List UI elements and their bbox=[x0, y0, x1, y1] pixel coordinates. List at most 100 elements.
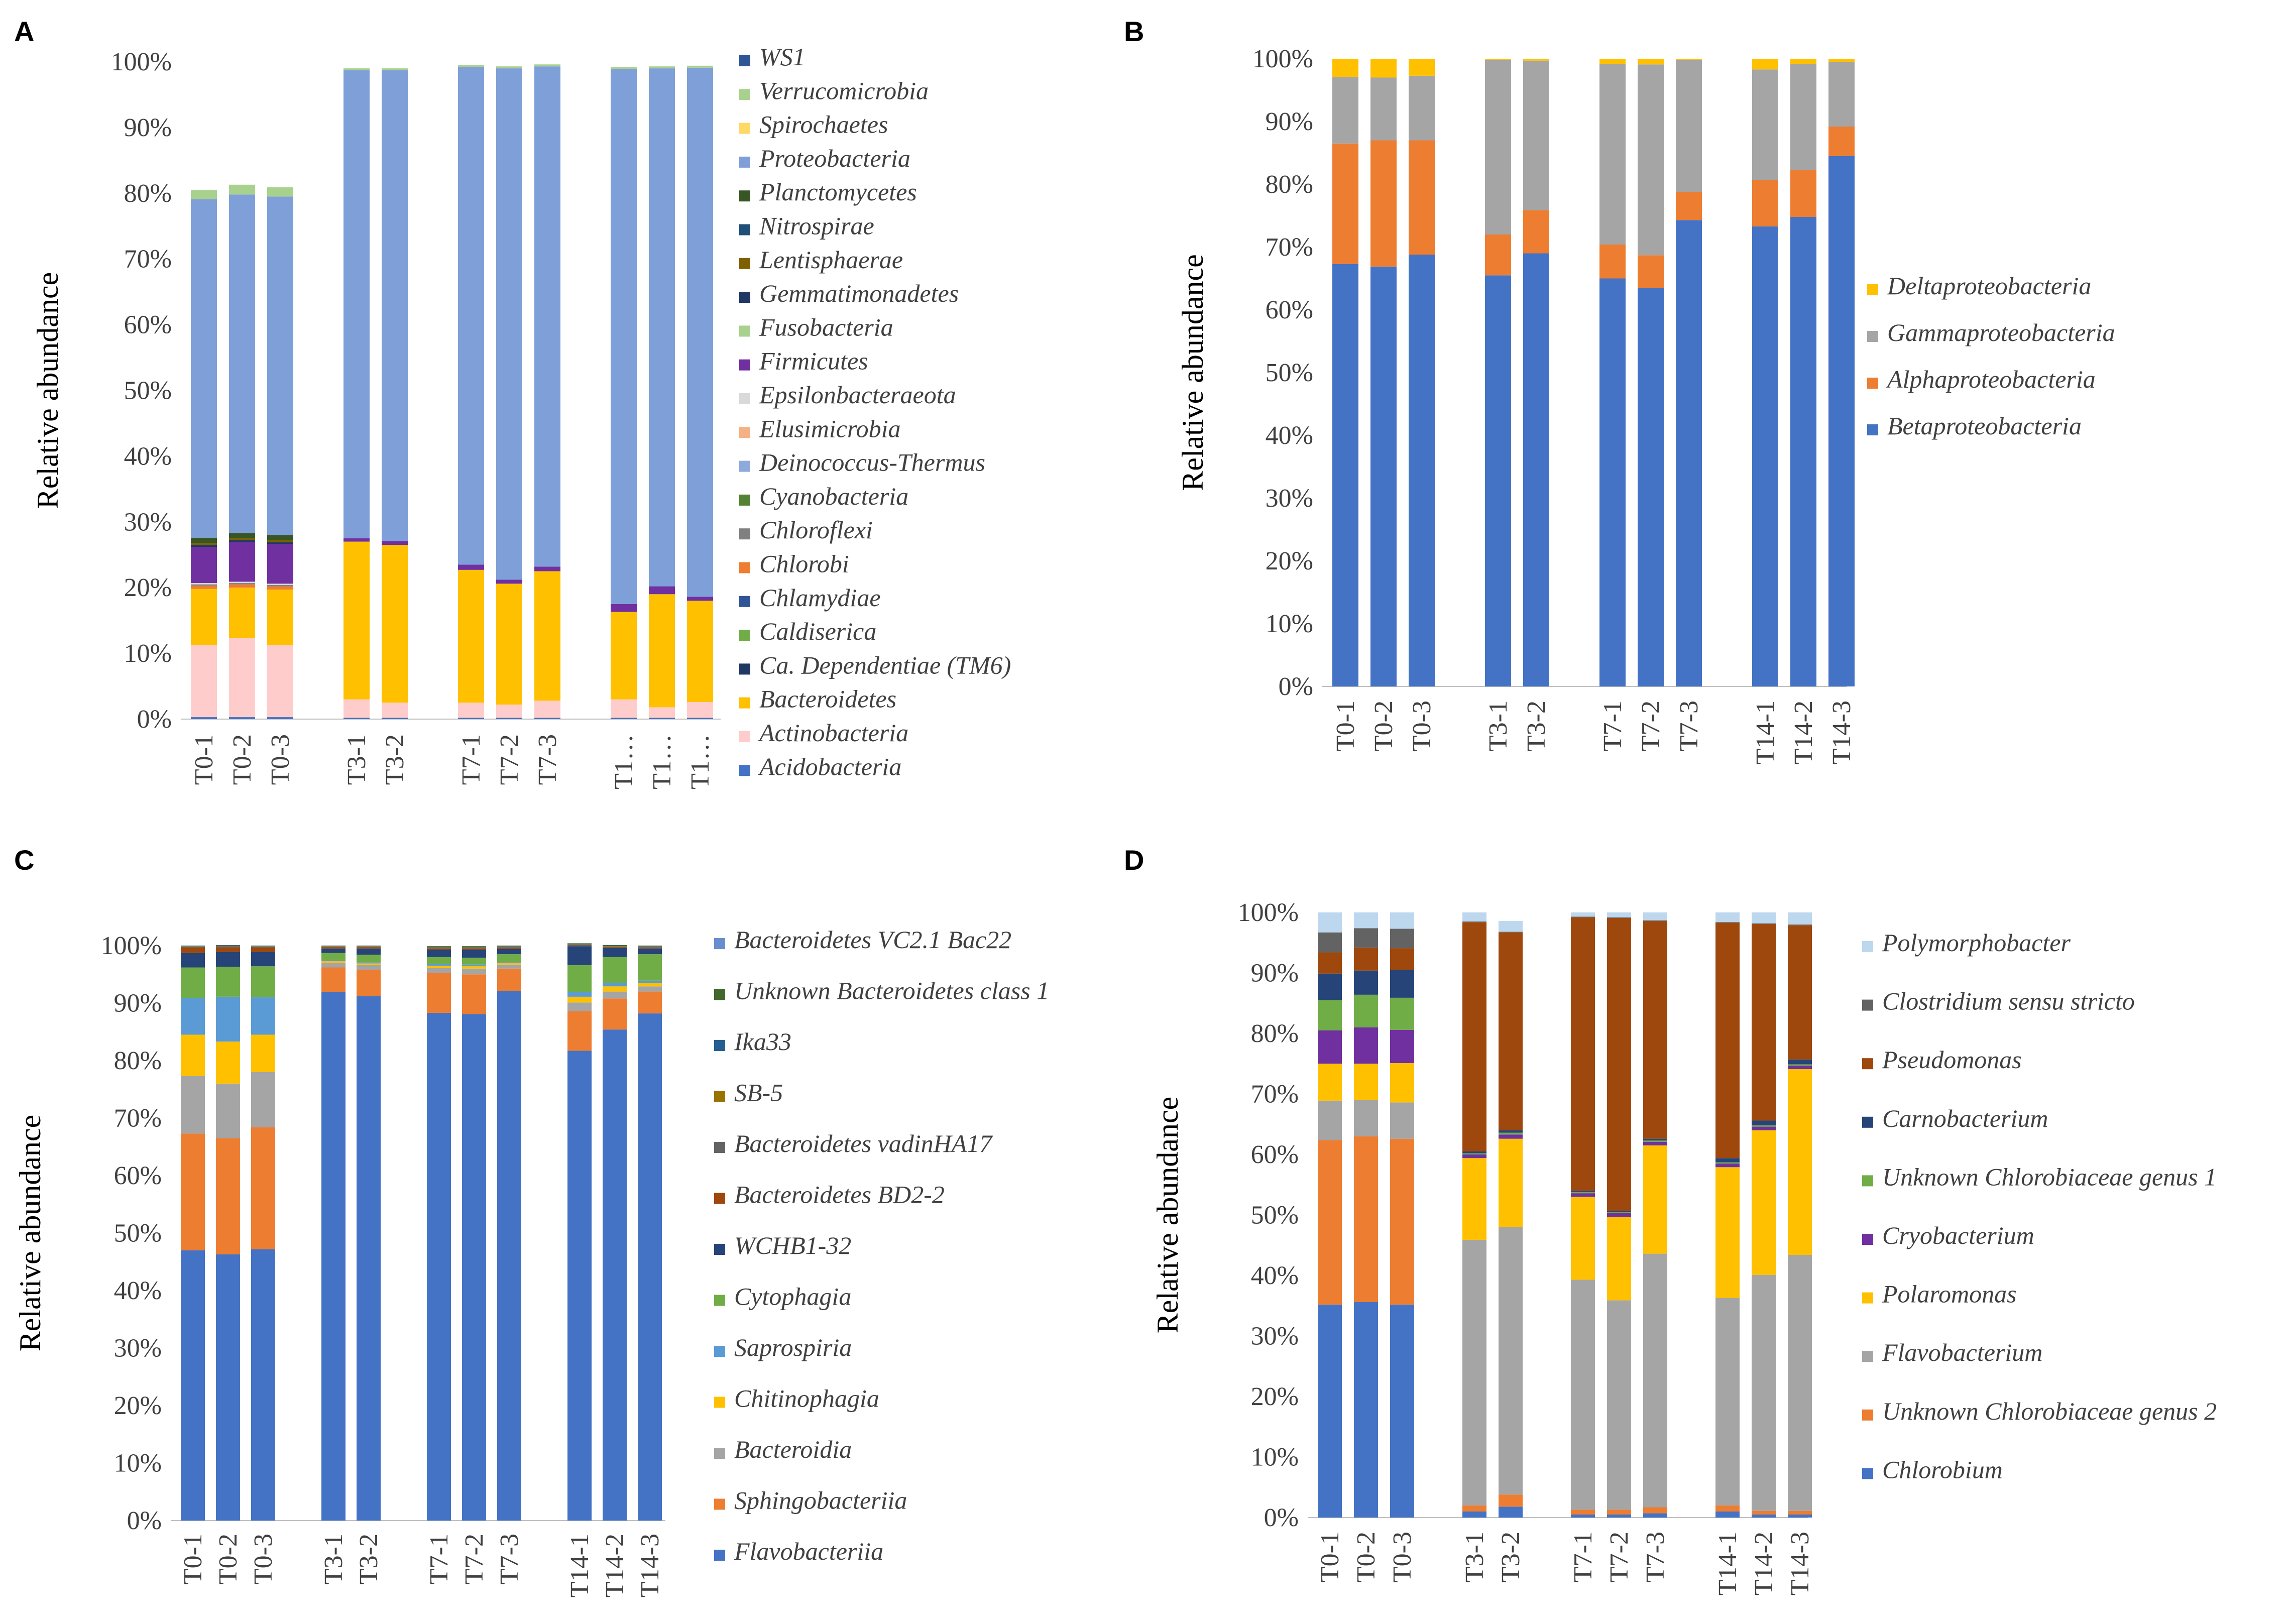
bar-segment bbox=[1354, 970, 1378, 995]
bar-segment bbox=[427, 964, 451, 966]
legend-swatch bbox=[739, 123, 750, 134]
legend-swatch bbox=[1867, 378, 1878, 389]
y-tick-label: 50% bbox=[114, 1219, 162, 1248]
bar-segment bbox=[427, 968, 451, 973]
legend-swatch bbox=[1862, 1116, 1873, 1128]
bar-segment bbox=[1390, 1138, 1414, 1305]
bar-segment bbox=[1715, 1164, 1740, 1168]
bar-segment bbox=[1788, 1069, 1812, 1255]
bar-segment bbox=[1318, 932, 1342, 953]
bar-segment bbox=[1790, 64, 1816, 170]
bar-segment bbox=[603, 983, 627, 987]
legend-label: Unknown Chlorobiaceae genus 1 bbox=[1882, 1163, 2217, 1191]
bar-segment bbox=[1643, 920, 1667, 1139]
y-tick-label: 50% bbox=[124, 377, 172, 405]
x-tick-label: T14-1 bbox=[565, 1534, 594, 1597]
x-tick-label: T7-1 bbox=[457, 734, 486, 785]
legend-swatch bbox=[714, 938, 725, 949]
y-tick-label: 40% bbox=[1266, 421, 1313, 450]
bar-segment bbox=[1318, 1000, 1342, 1030]
bar-segment bbox=[216, 1254, 240, 1521]
bar-segment bbox=[1643, 1253, 1667, 1507]
bar-segment bbox=[1715, 1511, 1740, 1518]
bar-segment bbox=[1462, 1239, 1486, 1505]
bar-segment bbox=[321, 992, 346, 1521]
bar-segment bbox=[567, 943, 592, 944]
legend-swatch bbox=[739, 427, 750, 438]
bar-segment bbox=[1790, 217, 1816, 686]
bar-segment bbox=[1752, 912, 1776, 923]
bar-segment bbox=[427, 947, 451, 948]
legend-label: Chlorobi bbox=[759, 550, 849, 578]
bar-segment bbox=[458, 703, 484, 718]
legend-swatch bbox=[739, 258, 750, 269]
legend-label: Clostridium sensu stricto bbox=[1882, 987, 2135, 1015]
y-tick-label: 60% bbox=[1251, 1140, 1299, 1169]
y-tick-label: 60% bbox=[1266, 296, 1313, 324]
legend-label: Gammaproteobacteria bbox=[1887, 318, 2115, 346]
x-tick-label: T0-2 bbox=[1352, 1532, 1381, 1582]
legend-label: Bacteroidetes vadinHA17 bbox=[734, 1129, 993, 1157]
bar-segment bbox=[267, 187, 293, 197]
x-tick-label: T7-2 bbox=[1637, 701, 1665, 751]
y-axis-label: Relative abundance bbox=[14, 1115, 47, 1351]
bar-segment bbox=[191, 547, 217, 584]
bar-segment bbox=[1462, 1158, 1486, 1240]
legend-swatch bbox=[739, 359, 750, 371]
bar-segment bbox=[611, 604, 637, 612]
legend-swatch bbox=[714, 1244, 725, 1255]
x-tick-label: T3-2 bbox=[355, 1534, 383, 1584]
y-tick-label: 30% bbox=[1266, 484, 1313, 513]
bar-segment bbox=[1390, 997, 1414, 1030]
bar-segment bbox=[1752, 923, 1776, 924]
bar-segment bbox=[251, 1127, 275, 1249]
legend-label: Actinobacteria bbox=[758, 719, 908, 747]
bar-segment bbox=[1571, 1192, 1595, 1194]
bar-segment bbox=[1485, 59, 1511, 60]
bar-segment bbox=[462, 974, 486, 1014]
bar-segment bbox=[1643, 1145, 1667, 1254]
legend-swatch bbox=[1867, 424, 1878, 435]
y-tick-label: 30% bbox=[1251, 1322, 1299, 1351]
bar-segment bbox=[1571, 917, 1595, 1191]
y-tick-label: 10% bbox=[1266, 610, 1313, 638]
bar-segment bbox=[1638, 288, 1664, 686]
y-tick-label: 50% bbox=[1266, 359, 1313, 387]
bar-segment bbox=[216, 1041, 240, 1084]
bar-segment bbox=[321, 960, 346, 961]
x-tick-label: T3-1 bbox=[342, 734, 371, 785]
bar-segment bbox=[267, 585, 293, 587]
y-tick-label: 0% bbox=[127, 1506, 162, 1535]
bar-segment bbox=[229, 588, 255, 638]
bar-segment bbox=[1752, 1126, 1776, 1130]
bar-segment bbox=[1462, 1153, 1486, 1154]
bar-segment bbox=[1571, 916, 1595, 917]
bar-segment bbox=[567, 946, 592, 965]
bar-segment bbox=[343, 718, 370, 719]
bar-segment bbox=[1390, 970, 1414, 998]
legend-swatch bbox=[1862, 1234, 1873, 1245]
bar-segment bbox=[1462, 912, 1486, 922]
y-tick-label: 0% bbox=[137, 705, 172, 734]
bar-segment bbox=[343, 541, 370, 700]
bar-segment bbox=[1409, 59, 1435, 76]
bar-segment bbox=[638, 980, 662, 983]
bar-segment bbox=[1354, 1302, 1378, 1518]
legend-swatch bbox=[714, 1346, 725, 1357]
legend-label: Cytophagia bbox=[734, 1283, 851, 1311]
y-tick-label: 70% bbox=[1266, 233, 1313, 262]
legend-swatch bbox=[1862, 1409, 1873, 1421]
legend-swatch bbox=[739, 494, 750, 506]
legend-swatch bbox=[714, 1295, 725, 1306]
bar-segment bbox=[497, 946, 521, 947]
bar-segment bbox=[251, 1034, 275, 1072]
bar-segment bbox=[638, 947, 662, 948]
bar-segment bbox=[1607, 917, 1631, 1211]
bar-segment bbox=[1715, 1158, 1740, 1163]
bar-segment bbox=[181, 1250, 205, 1521]
bar-segment bbox=[649, 586, 675, 595]
bar-segment bbox=[496, 579, 522, 584]
legend-swatch bbox=[714, 1498, 725, 1510]
bar-segment bbox=[611, 612, 637, 700]
bar-segment bbox=[1752, 923, 1776, 1121]
